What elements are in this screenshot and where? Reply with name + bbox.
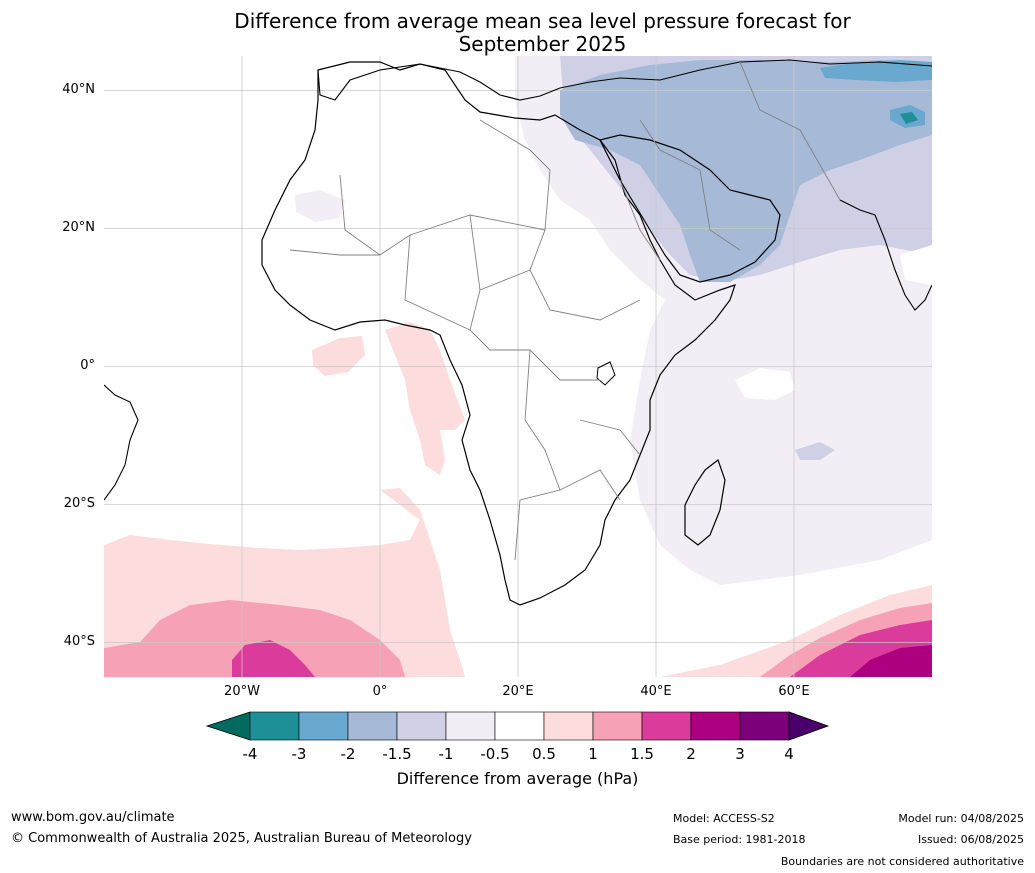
lon-label-0: 0°	[372, 684, 388, 699]
anomaly-region-pink-gulf	[312, 336, 365, 376]
lat-label-20s: 20°S	[63, 496, 95, 511]
anomaly-region-neutral	[735, 368, 795, 400]
colorbar-tick-label: 1	[588, 745, 598, 763]
anomaly-region-lilac-wafrica	[295, 190, 345, 222]
footer-issued: Issued: 06/08/2025	[917, 833, 1024, 846]
colorbar-tick-label: 3	[735, 745, 745, 763]
lat-label-0: 0°	[80, 358, 95, 373]
anomaly-region-neutral-india	[900, 245, 932, 285]
map-title: Difference from average mean sea level p…	[0, 10, 1035, 56]
colorbar-tick-label: -3	[291, 745, 307, 763]
lat-label-20n: 20°N	[62, 220, 95, 235]
colorbar-tick-label: 2	[686, 745, 696, 763]
anomaly-region-magenta-atlantic	[232, 640, 315, 677]
colorbar-tick-label: 1.5	[630, 745, 654, 763]
africa-coastline	[261, 61, 736, 606]
country-borders	[289, 61, 841, 561]
colorbar-tick-label: 0.5	[532, 745, 556, 763]
anomaly-region-teal	[900, 112, 918, 124]
footer-base-period: Base period: 1981-2018	[673, 833, 806, 846]
colorbar-tick-label: -2	[340, 745, 356, 763]
lon-label-40e: 40°E	[640, 684, 672, 699]
anomaly-region-pink-coast	[385, 322, 465, 475]
europe-coastline	[317, 59, 932, 101]
lat-label-40s: 40°S	[63, 634, 95, 649]
lon-label-20e: 20°E	[502, 684, 534, 699]
map-title-line2: September 2025	[458, 32, 627, 56]
colorbar-label: Difference from average (hPa)	[396, 769, 639, 788]
anomaly-region-lavender-small	[795, 442, 835, 460]
anomaly-region-bluegrey	[560, 60, 932, 282]
south-america-coastline	[104, 384, 139, 501]
colorbar-tick-label: -0.5	[480, 745, 510, 763]
map-title-line1: Difference from average mean sea level p…	[234, 9, 851, 33]
arabia-coastline	[599, 134, 781, 283]
india-coastline	[839, 199, 932, 311]
footer-model: Model: ACCESS-S2	[673, 812, 775, 825]
colorbar-tick-label: 4	[784, 745, 794, 763]
lake-victoria	[596, 361, 616, 386]
lon-label-20w: 20°W	[224, 684, 260, 699]
footer-model-run: Model run: 04/08/2025	[898, 812, 1024, 825]
madagascar-coastline	[684, 459, 726, 546]
lon-label-60e: 60°E	[778, 684, 810, 699]
footer-website[interactable]: www.bom.gov.au/climate	[11, 810, 175, 825]
footer-copyright: © Commonwealth of Australia 2025, Austra…	[11, 831, 472, 846]
colorbar-tick-label: -1	[438, 745, 454, 763]
anomaly-region-deep-magenta	[850, 645, 932, 677]
anomaly-region-rose-atlantic	[104, 600, 405, 677]
colorbar-tick-label: -1.5	[382, 745, 412, 763]
lat-label-40n: 40°N	[62, 82, 95, 97]
colorbar-tick-label: -4	[242, 745, 258, 763]
anomaly-region-blue-north	[820, 60, 932, 82]
map-gridlines	[104, 56, 932, 677]
footer-disclaimer: Boundaries are not considered authoritat…	[780, 855, 1024, 868]
